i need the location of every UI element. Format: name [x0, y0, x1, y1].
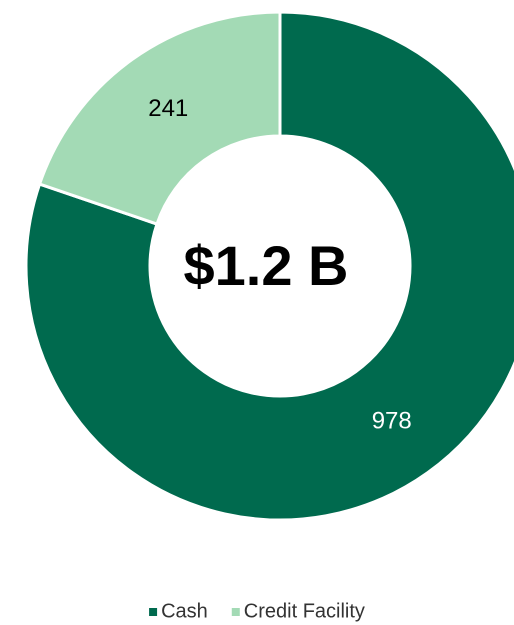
donut-slice — [24, 10, 514, 522]
donut — [24, 10, 514, 522]
data-label: 241 — [148, 95, 188, 122]
donut-slice — [37, 10, 282, 226]
data-label: 978 — [372, 407, 412, 434]
legend-marker — [149, 608, 158, 616]
center-label: $1.2 B — [184, 234, 349, 297]
legend-label: Cash — [161, 600, 208, 622]
legend-marker — [231, 608, 240, 616]
legend-label: Credit Facility — [244, 600, 365, 622]
